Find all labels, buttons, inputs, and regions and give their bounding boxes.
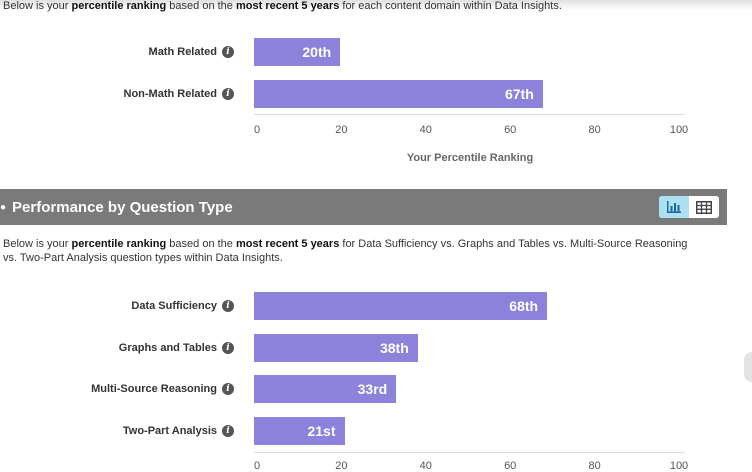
question-type-x-tick-label: 0 [253, 460, 261, 472]
question-type-x-tick-label: 20 [335, 460, 348, 472]
question-type-x-tick-label: 60 [504, 460, 517, 472]
question-type-category-text: Data Sufficiency [131, 300, 217, 312]
domain-category-text: Math Related [148, 46, 217, 58]
domain-x-tick-label: 0 [253, 124, 261, 136]
question-type-category-text: Two-Part Analysis [122, 425, 217, 437]
domain-x-tick-label: 60 [504, 124, 517, 136]
domain-x-axis-title: Your Percentile Ranking [406, 152, 534, 164]
question-type-category-label: Data Sufficiency i [131, 292, 234, 320]
domain-x-tick-label: 20 [335, 124, 348, 136]
question-type-bar-value-label: 33rd [357, 381, 388, 397]
question-type-x-tick-label: 40 [419, 460, 432, 472]
domain-percentile-chart: Math Related i 20th Non-Math Related i 67th 0 2… [0, 0, 752, 180]
intro-bold-years: most recent 5 years [235, 0, 340, 12]
domain-x-axis-line [254, 114, 685, 115]
question-type-category-text: Multi-Source Reasoning [91, 383, 217, 395]
domain-category-text: Non-Math Related [123, 88, 218, 100]
bar-chart-icon [667, 201, 681, 213]
scroll-handle[interactable] [744, 352, 752, 382]
question-type-x-axis-line [254, 452, 685, 453]
question-type-x-tick-label: 80 [588, 460, 601, 472]
info-icon[interactable]: i [222, 300, 234, 312]
question-type-bar: 68th [254, 292, 548, 320]
question-type-category-label: Two-Part Analysis i [123, 417, 234, 445]
intro2-suffix: for Data Sufficiency vs. Graphs and Tabl… [339, 238, 688, 250]
question-type-bar-value-label: 38th [379, 340, 409, 356]
domain-category-label: Math Related i [149, 38, 234, 66]
question-type-category-label: Graphs and Tables i [119, 334, 234, 362]
bullet-icon: ● [0, 201, 7, 213]
domain-bar: 20th [254, 38, 341, 66]
question-type-intro-text: Below is your percentile ranking based o… [3, 237, 687, 251]
domain-bar-value-label: 67th [504, 86, 534, 102]
question-type-bar-value-label: 21st [307, 423, 336, 439]
question-type-section-header: ● Performance by Question Type [0, 189, 727, 225]
view-toggle [659, 196, 719, 218]
question-type-intro-line2: vs. Two-Part Analysis question types wit… [3, 252, 283, 264]
question-type-category-text: Graphs and Tables [118, 342, 217, 354]
table-view-button[interactable] [689, 196, 719, 218]
question-type-bar: 33rd [254, 375, 397, 403]
question-type-bar: 38th [254, 334, 418, 362]
info-icon[interactable]: i [222, 383, 234, 395]
question-type-category-label: Multi-Source Reasoning i [91, 375, 234, 403]
domain-x-tick-label: 80 [588, 124, 601, 136]
info-icon[interactable]: i [222, 88, 234, 100]
intro-mid: based on the [166, 0, 236, 12]
intro-bold-percentile: percentile ranking [71, 0, 167, 12]
intro-prefix: Below is your [3, 0, 72, 12]
chart-view-button[interactable] [659, 196, 689, 218]
intro2-bold-percentile: percentile ranking [71, 238, 167, 250]
section-title: Performance by Question Type [12, 198, 233, 216]
info-icon[interactable]: i [222, 425, 234, 437]
question-type-bar-value-label: 68th [509, 298, 539, 314]
domain-x-tick-label: 100 [669, 124, 689, 136]
intro2-prefix: Below is your [3, 238, 72, 250]
intro2-bold-years: most recent 5 years [235, 238, 340, 250]
table-icon [696, 200, 712, 214]
intro2-mid: based on the [166, 238, 236, 250]
domain-category-label: Non-Math Related i [123, 80, 234, 108]
question-type-x-tick-label: 100 [669, 460, 689, 472]
intro-suffix: for each content domain within Data Insi… [339, 0, 562, 12]
domain-bar: 67th [254, 80, 543, 108]
question-type-bar: 21st [254, 417, 345, 445]
domain-bar-value-label: 20th [302, 44, 332, 60]
info-icon[interactable]: i [222, 342, 234, 354]
domain-intro-text: Below is your percentile ranking based o… [3, 0, 562, 13]
domain-x-tick-label: 40 [419, 124, 432, 136]
info-icon[interactable]: i [222, 46, 234, 58]
